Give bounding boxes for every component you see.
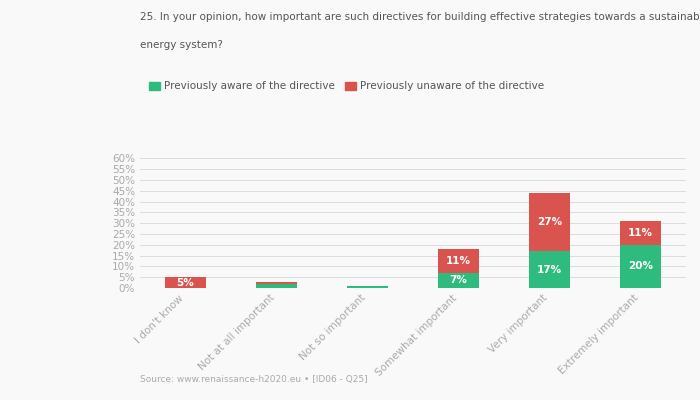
Text: 5%: 5% [176,278,194,288]
Text: 11%: 11% [628,228,653,238]
Text: 11%: 11% [446,256,471,266]
Text: Source: www.renaissance-h2020.eu • [ID06 - Q25]: Source: www.renaissance-h2020.eu • [ID06… [140,375,368,384]
Legend: Previously aware of the directive, Previously unaware of the directive: Previously aware of the directive, Previ… [145,77,548,96]
Bar [438,249,479,273]
Bar [529,193,570,251]
Text: 20%: 20% [628,262,653,272]
Bar [164,277,206,288]
Bar [347,286,388,288]
Text: 7%: 7% [449,276,468,286]
Bar [620,221,662,245]
Text: 17%: 17% [537,265,562,275]
Bar [256,284,297,288]
Text: energy system?: energy system? [140,40,223,50]
Bar [620,245,662,288]
Bar [256,282,297,284]
Text: 25. In your opinion, how important are such directives for building effective st: 25. In your opinion, how important are s… [140,12,700,22]
Text: 27%: 27% [537,217,562,227]
Bar [438,273,479,288]
Bar [529,251,570,288]
